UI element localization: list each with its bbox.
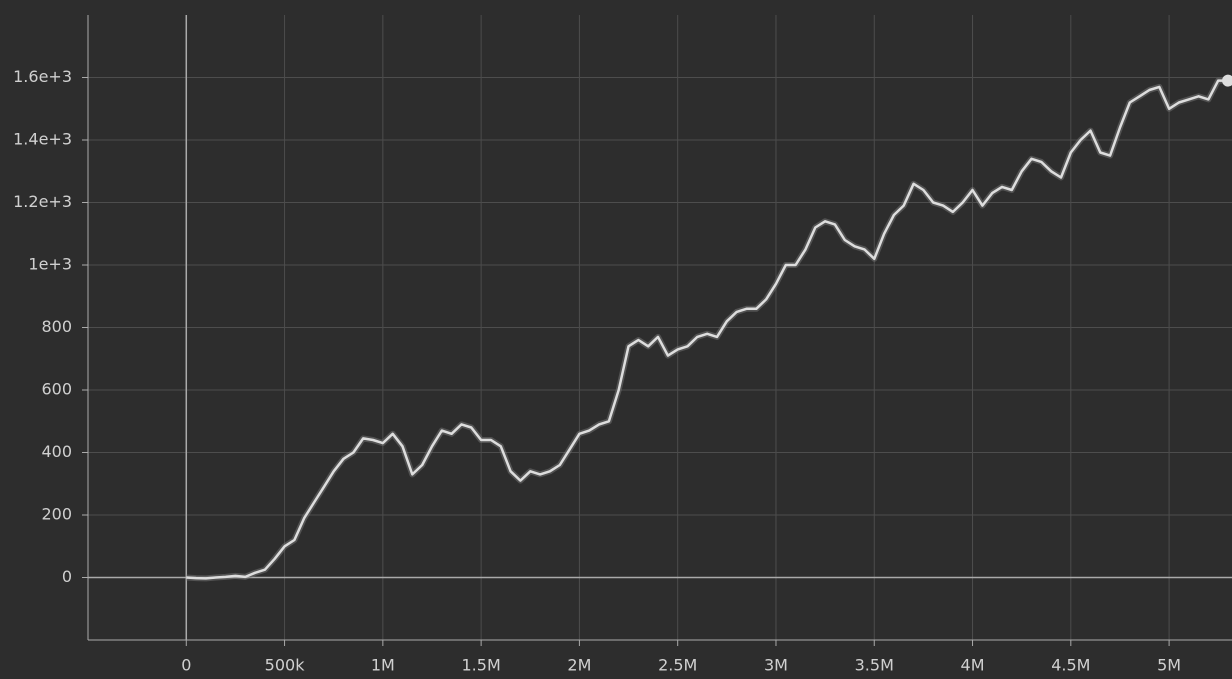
y-tick-label: 400 (41, 442, 72, 461)
x-tick-label: 4M (961, 656, 985, 675)
y-tick-label: 1.2e+3 (13, 192, 72, 211)
x-tick-label: 2.5M (658, 656, 697, 675)
y-tick-label: 800 (41, 317, 72, 336)
x-tick-label: 0 (181, 656, 191, 675)
x-tick-label: 1.5M (462, 656, 501, 675)
y-tick-label: 0 (62, 567, 72, 586)
x-tick-label: 2M (567, 656, 591, 675)
x-tick-label: 4.5M (1051, 656, 1090, 675)
x-tick-label: 500k (265, 656, 306, 675)
series-line (186, 79, 1229, 580)
x-tick-label: 1M (371, 656, 395, 675)
x-tick-label: 3.5M (855, 656, 894, 675)
y-tick-label: 1e+3 (28, 255, 72, 274)
end-point (1222, 74, 1232, 87)
y-tick-label: 200 (41, 505, 72, 524)
y-tick-label: 600 (41, 380, 72, 399)
y-tick-label: 1.4e+3 (13, 130, 72, 149)
x-tick-label: 5M (1157, 656, 1181, 675)
y-tick-label: 1.6e+3 (13, 67, 72, 86)
x-tick-label: 3M (764, 656, 788, 675)
